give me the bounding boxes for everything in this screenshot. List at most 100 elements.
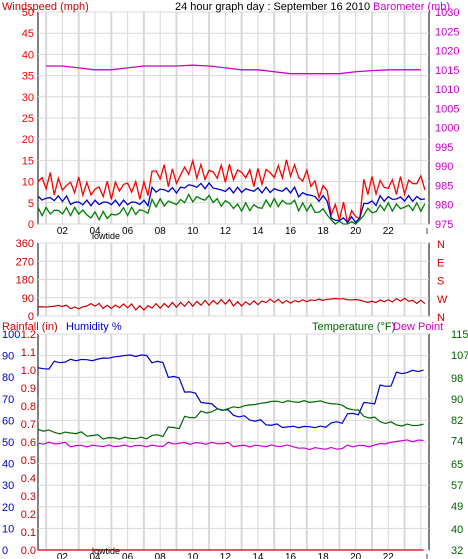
baro-tick-label: 990	[435, 161, 453, 173]
humidity-tick-label: 60	[2, 415, 14, 427]
rain-tick-label: 0.1	[21, 527, 36, 539]
wind-tick-label: 15	[22, 155, 34, 167]
baro-tick-label: 1030	[435, 7, 459, 19]
x-tick-label: 20	[350, 226, 362, 237]
rain-tick-label: 1.1	[21, 347, 36, 359]
dewpoint-label: Dew Point	[393, 321, 443, 333]
wind-average-line	[37, 181, 426, 224]
compass-tick-label: N	[437, 312, 445, 324]
x-tick-label: 08	[155, 226, 167, 237]
humidity-tick-label: 70	[2, 394, 14, 406]
x-tick-label: 16	[285, 226, 297, 237]
compass-tick-label: W	[437, 294, 448, 306]
x-tick-label: 08	[155, 552, 167, 559]
baro-tick-label: 995	[435, 142, 453, 154]
wind-tick-label: 10	[22, 177, 34, 189]
humidity-line	[37, 354, 424, 429]
compass-tick-label: E	[437, 257, 444, 269]
temp-tick-label: 82	[451, 415, 463, 427]
direction-tick-label: 180	[16, 275, 34, 287]
direction-tick-label: 360	[16, 238, 34, 250]
x-tick-label: 12	[220, 226, 232, 237]
wind-tick-label: 35	[22, 71, 34, 83]
rain-tick-label: 0.4	[21, 473, 36, 485]
barometer-line	[46, 64, 421, 75]
rain-tick-label: 0.7	[21, 419, 36, 431]
rain-tick-label: 0.2	[21, 509, 36, 521]
x-tick-label: 02	[57, 226, 69, 237]
tick-layer: 02 04 06 08 10 12 14 16 18 20 22 I 02 04 06 08 10 12 14 16 1…	[2, 7, 468, 559]
x-tick-label: 10	[187, 552, 199, 559]
series-layer	[37, 64, 426, 551]
humidity-tick-label: 50	[2, 437, 14, 449]
temp-tick-label: 74	[451, 436, 463, 448]
baro-tick-label: 1025	[435, 26, 459, 38]
temp-tick-label: 98	[451, 373, 463, 385]
direction-tick-label: 270	[16, 256, 34, 268]
humidity-tick-label: 80	[2, 372, 14, 384]
baro-tick-label: 975	[435, 219, 453, 231]
windspeed-label: Windspeed (mph)	[2, 1, 89, 13]
temp-tick-label: 40	[451, 524, 463, 536]
rain-tick-label: 0.3	[21, 491, 36, 503]
baro-tick-label: 1020	[435, 46, 459, 58]
humidity-label: Humidity %	[66, 321, 122, 333]
baro-tick-label: 1005	[435, 103, 459, 115]
x-tick-label: 04	[89, 226, 101, 237]
temp-tick-label: 65	[451, 459, 463, 471]
x-tick-label: 06	[122, 226, 134, 237]
barometer-label: Barometer (mb)	[373, 1, 450, 13]
x-tick-label: 12	[220, 552, 232, 559]
humidity-tick-label: 90	[2, 351, 14, 363]
baro-tick-label: 1010	[435, 84, 459, 96]
temperature-line	[37, 399, 424, 440]
dewpoint-line	[37, 439, 424, 451]
x-tick-label: 04	[89, 552, 101, 559]
temperature-label: Temperature (°F)	[312, 321, 395, 333]
x-tick-label: 10	[187, 226, 199, 237]
grid-layer	[38, 11, 429, 551]
rain-tick-label: 1.2	[21, 329, 36, 341]
temp-tick-label: 115	[451, 329, 468, 341]
wind-tick-label: 30	[22, 92, 34, 104]
rain-tick-label: 0.8	[21, 401, 36, 413]
wind-tick-label: 0	[28, 219, 34, 231]
rain-tick-label: 0.5	[21, 455, 36, 467]
baro-tick-label: 1015	[435, 65, 459, 77]
x-tick-label: 20	[350, 552, 362, 559]
graph-header: 24 hour graph day : September 16 2010	[175, 1, 370, 13]
temp-tick-label: 57	[451, 480, 463, 492]
x-tick-label: 06	[122, 552, 134, 559]
x-tick-label: 18	[318, 552, 330, 559]
temp-tick-label: 49	[451, 501, 463, 513]
humidity-tick-label: 20	[2, 502, 14, 514]
lowtide-label-top: lowtide	[92, 231, 120, 241]
compass-tick-label: N	[437, 239, 445, 251]
rainfall-label: Rainfall (in)	[2, 321, 58, 333]
wind-tick-label: 5	[28, 198, 34, 210]
humidity-tick-label: 40	[2, 459, 14, 471]
wind-gust-line	[37, 158, 426, 224]
x-tick-end: I	[426, 553, 428, 559]
x-tick-label: 22	[383, 226, 395, 237]
rain-tick-label: 0.0	[21, 545, 36, 557]
compass-tick-label: S	[437, 276, 444, 288]
humidity-tick-label: 0	[2, 545, 8, 557]
direction-tick-label: 0	[28, 311, 34, 323]
rain-tick-label: 1.0	[21, 365, 36, 377]
x-tick-label: 18	[318, 226, 330, 237]
rain-tick-label: 0.9	[21, 383, 36, 395]
x-tick-end: I	[426, 227, 428, 236]
baro-tick-label: 980	[435, 200, 453, 212]
temp-tick-label: 107	[451, 350, 468, 362]
x-tick-label: 14	[252, 226, 264, 237]
wind-tick-label: 50	[22, 7, 34, 19]
wind-direction-line	[37, 297, 426, 311]
humidity-tick-label: 100	[2, 329, 20, 341]
humidity-tick-label: 30	[2, 480, 14, 492]
x-tick-label: 02	[57, 552, 69, 559]
x-tick-label: 16	[285, 552, 297, 559]
lowtide-label-bottom: lowtide	[92, 546, 120, 556]
x-tick-label: 14	[252, 552, 264, 559]
